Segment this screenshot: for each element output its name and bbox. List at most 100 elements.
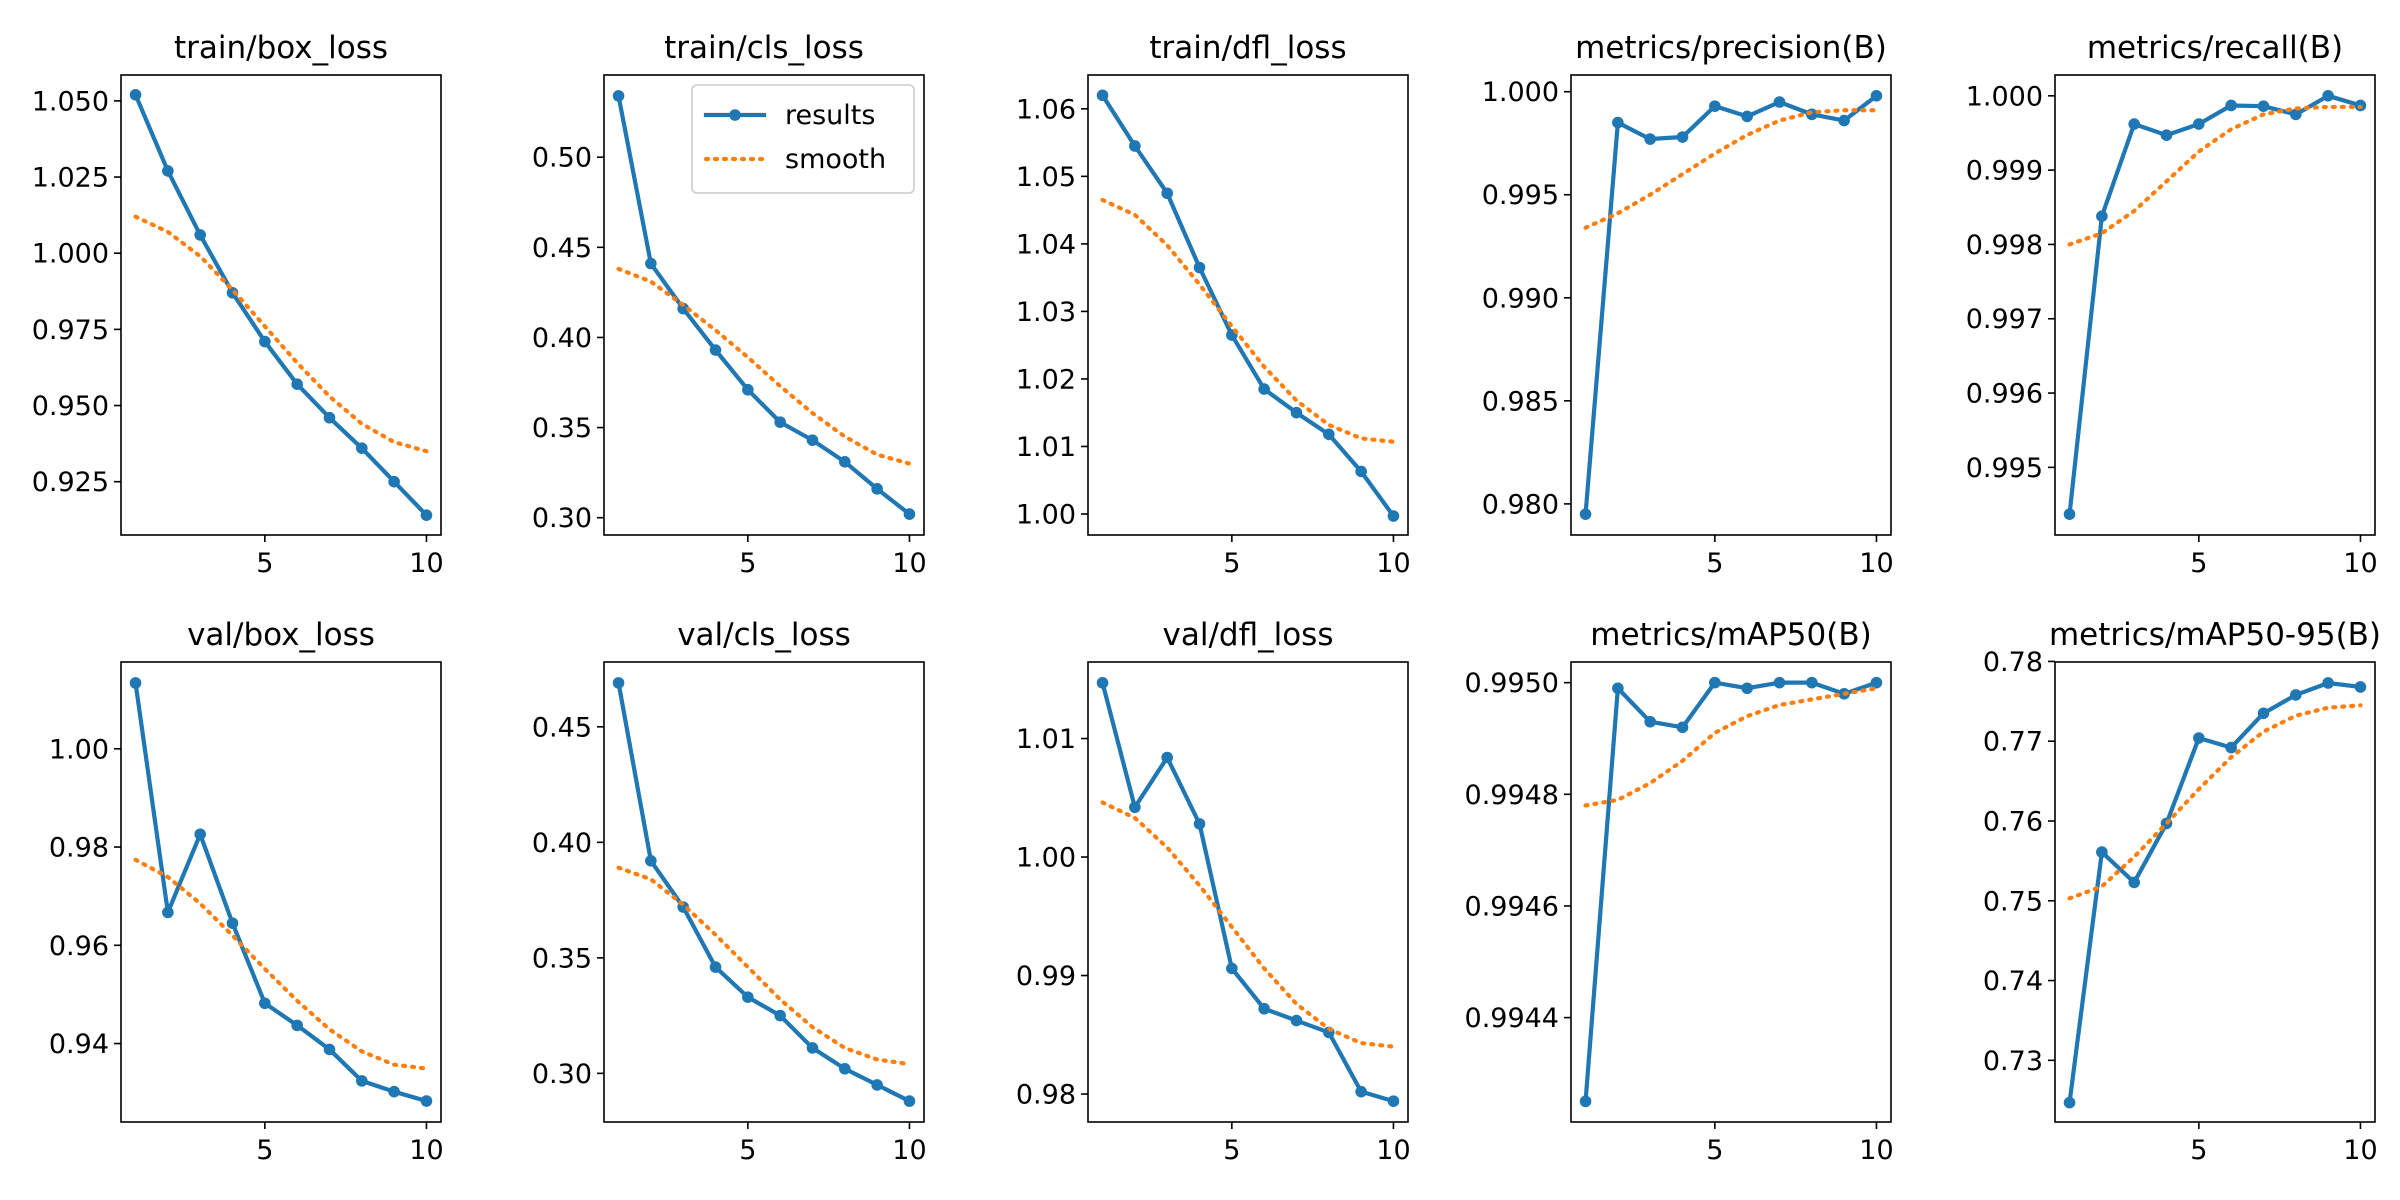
chart-7-ytick-label-0: 0.98 <box>1016 1080 1076 1111</box>
chart-2-series-results-point-9 <box>1355 465 1367 478</box>
chart-1-ytick-label-0: 0.30 <box>532 503 592 534</box>
chart-0-ytick-label-0: 0.925 <box>32 467 109 498</box>
chart-2-axes-frame <box>1087 74 1409 536</box>
chart-9-ytick-label-5: 0.78 <box>1983 647 2043 678</box>
chart-2-ytick-label-5: 1.05 <box>1016 162 1076 193</box>
chart-7-ytick-label-3: 1.01 <box>1016 724 1076 755</box>
chart-0-ytick-label-4: 1.025 <box>32 163 109 194</box>
chart-0-series-results-line <box>132 92 430 519</box>
chart-6-series-results-point-7 <box>806 1042 819 1054</box>
chart-0-ytick-label-2: 0.975 <box>32 315 109 346</box>
chart-1-series-results-line <box>616 93 913 518</box>
chart-6-series-results-point-1 <box>612 677 625 689</box>
chart-3-axes-frame <box>1570 74 1892 536</box>
chart-2-series-results-point-10 <box>1387 510 1400 522</box>
chart-0-series-results-point-6 <box>291 378 303 391</box>
chart-2-series-results-point-4 <box>1193 261 1206 274</box>
chart-4-series-results-point-1 <box>2063 508 2076 520</box>
chart-5-title: val/box_loss <box>187 617 375 653</box>
chart-4-axes-frame <box>2054 74 2376 536</box>
chart-3-series-results-point-3 <box>1644 133 1656 145</box>
chart-0-series-results-point-5 <box>259 335 271 348</box>
chart-7-series-results-point-7 <box>1290 1014 1303 1027</box>
chart-1-ytick-label-3: 0.45 <box>532 233 592 264</box>
chart-8-series-smooth-line <box>1583 686 1879 808</box>
chart-3-title: metrics/precision(B) <box>1575 30 1887 66</box>
chart-0-series-results-point-9 <box>388 475 400 488</box>
chart-7-series-results-point-5 <box>1226 962 1238 975</box>
chart-6-series-results-line <box>616 680 913 1104</box>
chart-8-series-results-point-5 <box>1709 676 1721 689</box>
chart-3-series-results-line <box>1583 92 1880 517</box>
chart-9-series-results-point-1 <box>2063 1096 2076 1109</box>
chart-9-series-results-point-7 <box>2257 707 2270 720</box>
chart-1-series-results-point-6 <box>774 416 786 428</box>
chart-6-ytick-label-1: 0.35 <box>532 943 592 974</box>
chart-2-ytick-label-4: 1.04 <box>1016 229 1076 260</box>
chart-8-series-results-point-2 <box>1612 682 1624 695</box>
chart-4-xtick-label-1: 10 <box>2343 548 2377 579</box>
chart-1-series-smooth-line <box>616 266 912 466</box>
chart-6-ytick-label-3: 0.45 <box>532 712 592 743</box>
chart-1-legend: results smooth <box>691 84 915 194</box>
chart-9-series-results-point-10 <box>2354 681 2367 693</box>
chart-3-series-results-point-1 <box>1579 508 1592 520</box>
chart-4-ytick-label-1: 0.996 <box>1966 379 2043 410</box>
chart-4-panel: metrics/recall(B) 0.995 0.996 0.997 0.998 0.9… <box>1966 30 2378 579</box>
chart-7-ytick-label-1: 0.99 <box>1016 961 1076 992</box>
chart-5-series-results-point-7 <box>323 1043 336 1056</box>
chart-7-series-results-point-2 <box>1129 801 1141 814</box>
chart-6-series-results-point-10 <box>903 1095 916 1107</box>
chart-5-series-results-point-6 <box>291 1019 303 1032</box>
chart-1-series-results-point-5 <box>742 383 754 396</box>
chart-5-ytick-label-3: 1.00 <box>49 734 109 765</box>
chart-7-series-results-point-9 <box>1355 1085 1367 1098</box>
chart-8-ytick-label-0: 0.9944 <box>1465 1003 1559 1034</box>
chart-5-xtick-label-1: 10 <box>409 1135 443 1166</box>
chart-0-xtick-label-1: 10 <box>409 548 443 579</box>
chart-3-ytick-label-3: 0.995 <box>1482 180 1559 211</box>
chart-8-ytick-label-3: 0.9950 <box>1465 668 1559 699</box>
chart-0-ytick-label-3: 1.000 <box>32 239 109 270</box>
chart-8-series-results-line <box>1583 679 1880 1104</box>
chart-4-series-results-point-8 <box>2290 108 2302 121</box>
chart-8-series-results-point-10 <box>1870 676 1883 689</box>
chart-0-title: train/box_loss <box>174 30 388 66</box>
chart-8-series-results-point-3 <box>1644 715 1656 728</box>
chart-4-series-smooth-line <box>2067 104 2363 247</box>
chart-9-ytick-label-1: 0.74 <box>1983 966 2043 997</box>
chart-6-ytick-label-2: 0.40 <box>532 828 592 859</box>
chart-3-series-results-point-9 <box>1838 114 1850 127</box>
chart-5-xtick-label-0: 5 <box>256 1135 273 1166</box>
chart-5-ytick-label-2: 0.98 <box>49 833 109 864</box>
chart-9-ytick-label-3: 0.76 <box>1983 806 2043 837</box>
chart-6-series-smooth-line <box>616 865 912 1067</box>
chart-9-series-results-point-5 <box>2193 732 2205 744</box>
chart-6-title: val/cls_loss <box>677 617 851 653</box>
chart-1-series-results-point-3 <box>677 302 689 315</box>
chart-5-series-results-point-3 <box>194 828 206 841</box>
chart-1-legend-label-results: results <box>785 100 875 131</box>
chart-4-series-results-line <box>2067 93 2364 517</box>
chart-9-xtick-label-0: 5 <box>2190 1135 2207 1166</box>
chart-2-series-results-point-7 <box>1290 406 1303 419</box>
chart-4-series-results-point-4 <box>2160 129 2173 141</box>
chart-5-series-smooth-line <box>133 857 429 1071</box>
chart-9-series-results-point-6 <box>2225 741 2237 754</box>
chart-1-series-results-point-9 <box>871 483 883 495</box>
chart-1-ytick-label-2: 0.40 <box>532 323 592 354</box>
chart-3-ytick-label-0: 0.980 <box>1482 489 1559 520</box>
chart-1-ytick-label-4: 0.50 <box>532 143 592 174</box>
chart-0-series-results-point-7 <box>323 411 336 424</box>
chart-4-ytick-label-2: 0.997 <box>1966 304 2043 335</box>
chart-1-series-results-point-10 <box>903 508 916 520</box>
chart-2-ytick-label-2: 1.02 <box>1016 364 1076 395</box>
chart-0-series-results-point-3 <box>194 229 206 241</box>
chart-5-series-results-point-4 <box>226 917 239 929</box>
chart-9-ytick-label-4: 0.77 <box>1983 727 2043 758</box>
chart-0-ytick-label-5: 1.050 <box>32 86 109 117</box>
chart-1-series-results-point-7 <box>806 434 819 446</box>
subplots-grid: train/box_loss0.9250.9500.9751.0001.0251… <box>32 30 2381 1166</box>
chart-6-series-results-point-4 <box>709 961 722 973</box>
